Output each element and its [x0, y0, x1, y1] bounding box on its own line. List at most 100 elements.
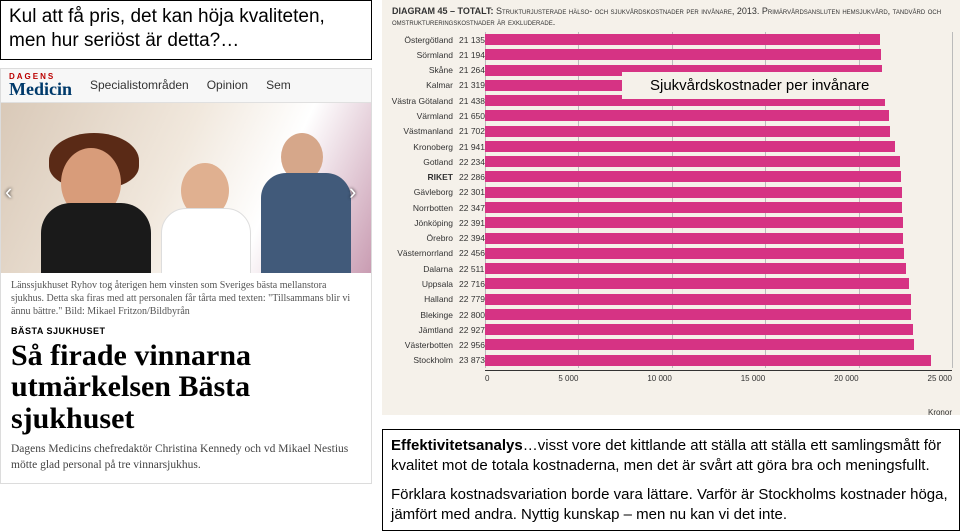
bar-label: Jämtland	[382, 325, 457, 335]
bar-label: Örebro	[382, 233, 457, 243]
bar-label: Västerbotten	[382, 340, 457, 350]
bar-fill	[485, 156, 900, 167]
photo-shape	[261, 173, 351, 273]
bar-label: Jönköping	[382, 218, 457, 228]
bar-fill	[485, 263, 906, 274]
bar-value: 21 702	[457, 126, 485, 136]
bar-value: 22 456	[457, 248, 485, 258]
left-column: Kul att få pris, det kan höja kvaliteten…	[0, 0, 372, 531]
bar-track	[485, 322, 952, 337]
bar-label: Gävleborg	[382, 187, 457, 197]
bar-label: Norrbotten	[382, 203, 457, 213]
bar-value: 21 438	[457, 96, 485, 106]
bar-label: Västernorrland	[382, 248, 457, 258]
carousel-next-icon[interactable]: ›	[349, 179, 367, 197]
bar-track	[485, 169, 952, 184]
bar-track	[485, 47, 952, 62]
bar-track	[485, 32, 952, 47]
bar-track	[485, 215, 952, 230]
bar-value: 21 264	[457, 65, 485, 75]
photo-shape	[41, 203, 151, 273]
bar-label: Gotland	[382, 157, 457, 167]
bar-label: Västra Götaland	[382, 96, 457, 106]
bar-fill	[485, 34, 880, 45]
analysis-p1: Effektivitetsanalys…visst vore det kittl…	[391, 436, 951, 475]
bar-value: 21 941	[457, 142, 485, 152]
bar-row: Sörmland21 194	[382, 47, 960, 62]
bar-value: 22 394	[457, 233, 485, 243]
bar-fill	[485, 187, 902, 198]
bar-row: Gävleborg22 301	[382, 185, 960, 200]
bar-label: Västmanland	[382, 126, 457, 136]
bar-value: 22 301	[457, 187, 485, 197]
bar-row: Jönköping22 391	[382, 215, 960, 230]
bar-fill	[485, 324, 913, 335]
bar-track	[485, 307, 952, 322]
bar-label: Kronoberg	[382, 142, 457, 152]
bar-label: Värmland	[382, 111, 457, 121]
bar-track	[485, 231, 952, 246]
bar-value: 21 194	[457, 50, 485, 60]
bar-fill	[485, 217, 903, 228]
bar-fill	[485, 202, 902, 213]
bar-fill	[485, 339, 914, 350]
quote-text: Kul att få pris, det kan höja kvaliteten…	[9, 6, 325, 51]
bar-fill	[485, 110, 889, 121]
chart-overlay-label: Sjukvårdskostnader per invånare	[622, 72, 897, 99]
bar-label: Uppsala	[382, 279, 457, 289]
bar-label: Stockholm	[382, 355, 457, 365]
bar-row: RIKET22 286	[382, 169, 960, 184]
bar-value: 23 873	[457, 355, 485, 365]
bar-track	[485, 353, 952, 368]
bar-label: Östergötland	[382, 35, 457, 45]
chart-title: DIAGRAM 45 – TOTALT: Strukturjusterade h…	[382, 0, 960, 32]
analysis-box: Effektivitetsanalys…visst vore det kittl…	[382, 429, 960, 531]
bar-row: Uppsala22 716	[382, 276, 960, 291]
bar-value: 22 391	[457, 218, 485, 228]
bar-value: 22 716	[457, 279, 485, 289]
carousel-prev-icon[interactable]: ‹	[5, 179, 23, 197]
bar-track	[485, 124, 952, 139]
news-headline: Så firade vinnarna utmärkelsen Bästa sju…	[1, 336, 371, 443]
bar-value: 22 347	[457, 203, 485, 213]
nav-item[interactable]: Specialistområden	[90, 78, 189, 92]
bar-fill	[485, 248, 904, 259]
nav-item[interactable]: Opinion	[207, 78, 248, 92]
bar-row: Värmland21 650	[382, 108, 960, 123]
bar-label: Sörmland	[382, 50, 457, 60]
x-tick: 10 000	[647, 374, 671, 388]
x-tick: 0	[485, 374, 489, 388]
bar-fill	[485, 278, 909, 289]
bar-value: 22 234	[457, 157, 485, 167]
bar-row: Östergötland21 135	[382, 32, 960, 47]
bar-row: Jämtland22 927	[382, 322, 960, 337]
photo-caption: Länssjukhuset Ryhov tog återigen hem vin…	[1, 273, 371, 326]
news-kicker: BÄSTA SJUKHUSET	[1, 326, 371, 336]
bar-fill	[485, 49, 881, 60]
nav-item[interactable]: Sem	[266, 78, 291, 92]
bar-label: RIKET	[382, 172, 457, 182]
bar-value: 21 650	[457, 111, 485, 121]
bar-row: Dalarna22 511	[382, 261, 960, 276]
bar-fill	[485, 171, 901, 182]
bar-track	[485, 292, 952, 307]
bar-label: Halland	[382, 294, 457, 304]
bar-row: Halland22 779	[382, 292, 960, 307]
bar-label: Kalmar	[382, 80, 457, 90]
bar-fill	[485, 355, 931, 366]
bar-value: 22 286	[457, 172, 485, 182]
bar-track	[485, 276, 952, 291]
bar-row: Blekinge22 800	[382, 307, 960, 322]
bar-fill	[485, 294, 911, 305]
analysis-p2: Förklara kostnadsvariation borde vara lä…	[391, 485, 951, 524]
x-tick: 15 000	[741, 374, 765, 388]
bar-track	[485, 246, 952, 261]
bar-row: Västmanland21 702	[382, 124, 960, 139]
photo-shape	[161, 208, 251, 273]
bar-value: 22 956	[457, 340, 485, 350]
chart-box: DIAGRAM 45 – TOTALT: Strukturjusterade h…	[382, 0, 960, 415]
bar-track	[485, 139, 952, 154]
bar-value: 22 927	[457, 325, 485, 335]
bar-value: 22 800	[457, 310, 485, 320]
bar-track	[485, 337, 952, 352]
